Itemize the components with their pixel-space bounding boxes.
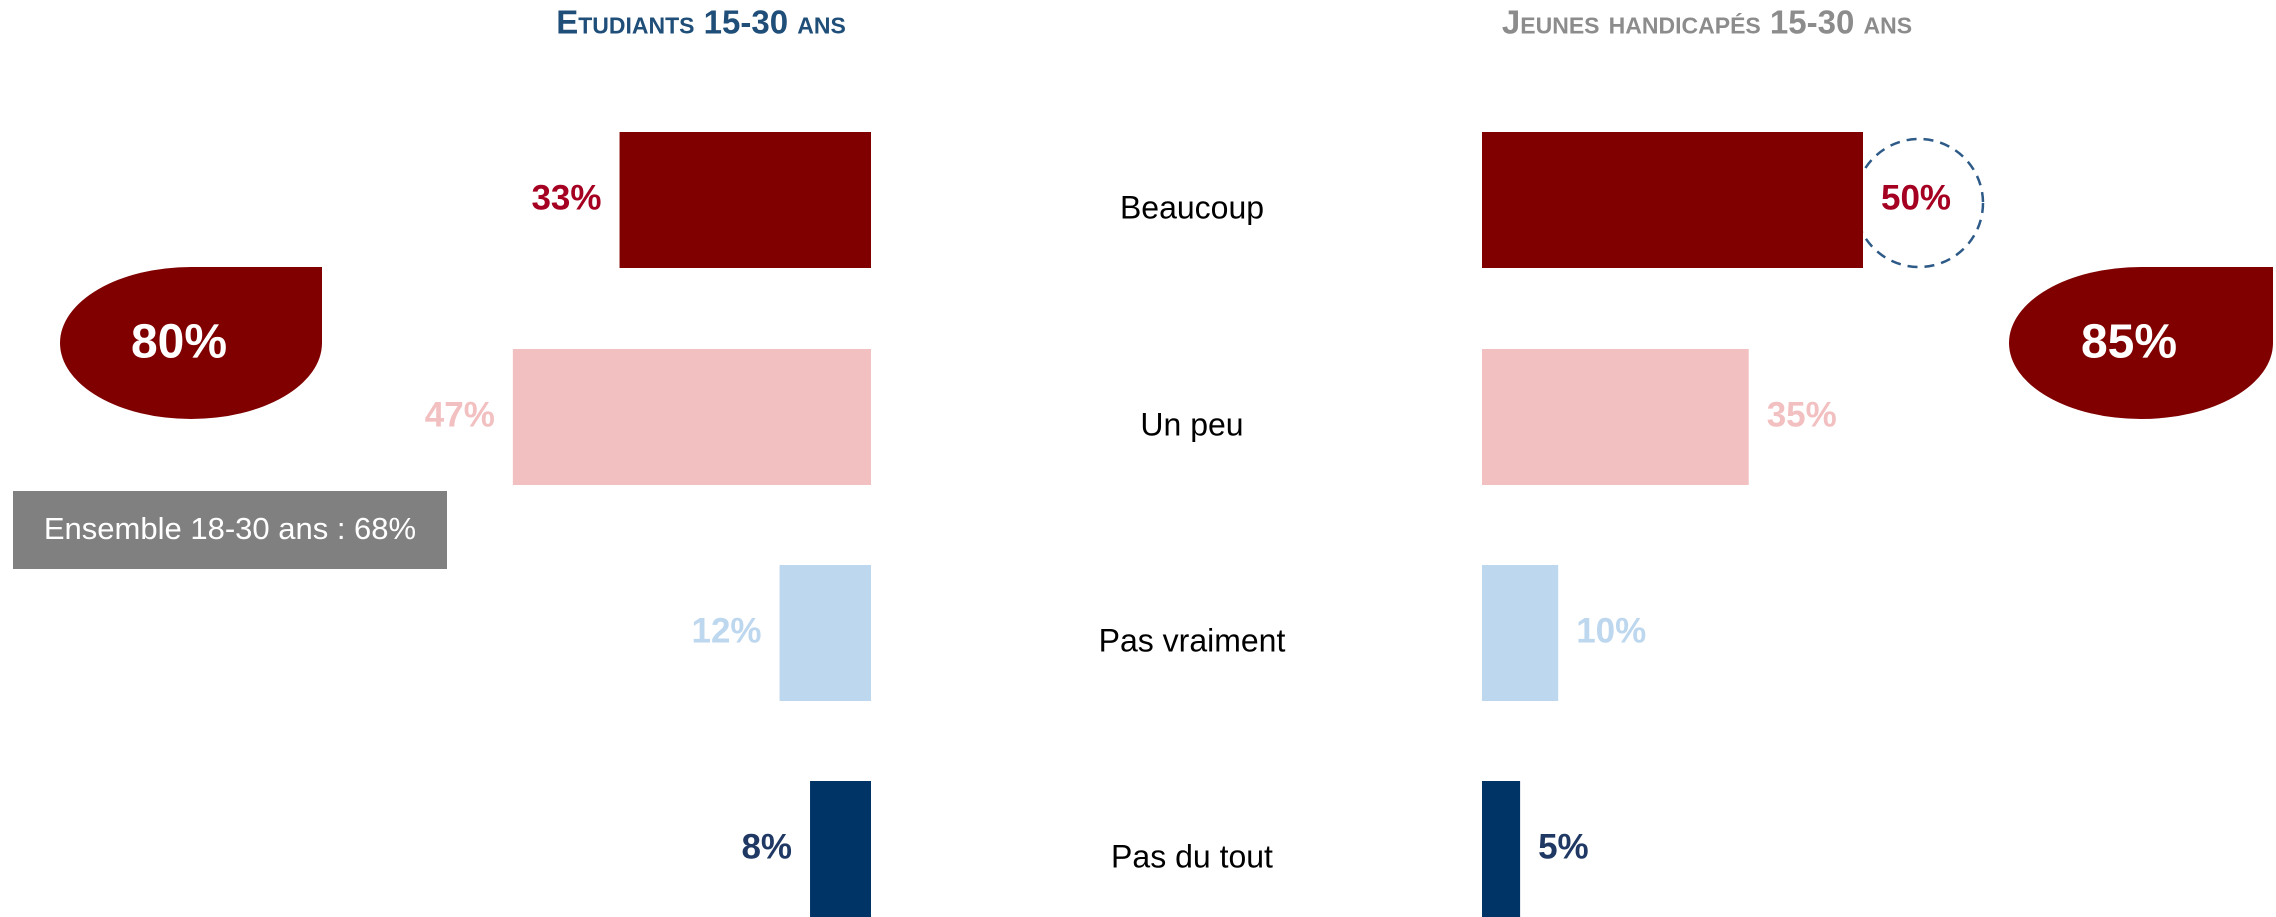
value-label: 8% [741,827,792,866]
bar [512,349,871,485]
category-label: Beaucoup [1120,189,1264,225]
value-label: 47% [425,395,495,434]
bar [1482,132,1863,268]
series-title: Etudiants 15-30 ans [556,4,846,41]
category-label: Un peu [1140,406,1243,442]
value-label: 50% [1881,178,1951,217]
value-label: 12% [691,611,761,650]
bar [1482,565,1559,701]
value-label: 5% [1538,827,1589,866]
total-badge [60,267,322,419]
highlight-circle [1853,137,1985,269]
bar [810,781,871,917]
bar [1482,349,1749,485]
series-title: Jeunes handicapés 15-30 ans [1502,4,1912,41]
total-label: 80% [131,316,227,369]
bar [619,132,871,268]
total-label: 85% [2081,316,2177,369]
annotation: Ensemble 18-30 ans : 68% [44,511,416,546]
bar [1482,781,1521,917]
total-badge [2009,267,2273,419]
value-label: 10% [1576,611,1646,650]
category-label: Pas du tout [1111,838,1273,874]
annotation-box [13,491,447,569]
value-label: 35% [1767,395,1837,434]
bar [779,565,871,701]
value-label: 33% [531,178,601,217]
category-label: Pas vraiment [1099,622,1286,658]
